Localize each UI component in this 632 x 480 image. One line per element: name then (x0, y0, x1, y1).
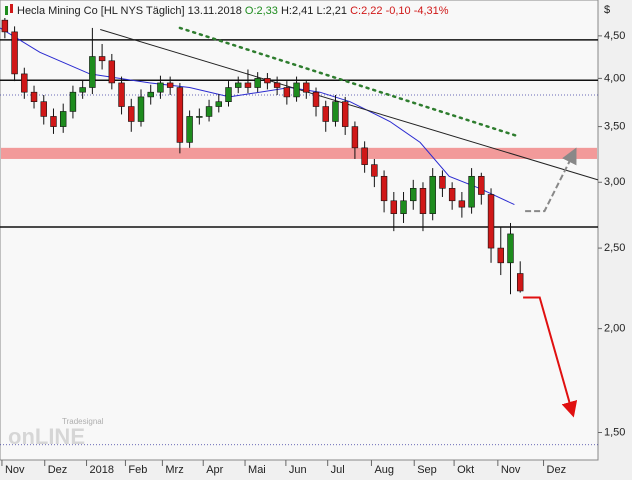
candle-body (79, 87, 86, 93)
candle-body (371, 164, 378, 177)
date: 13.11.2018 (188, 5, 242, 17)
y-tick-label: 4,50 (604, 30, 625, 42)
candle-body (137, 96, 145, 122)
candle-body (468, 175, 475, 208)
y-tick-label: 2,00 (604, 323, 625, 335)
y-tick-label: 3,50 (604, 121, 625, 133)
x-tick-label: Mrz (165, 464, 183, 476)
candle-body (303, 82, 310, 93)
candle-body (332, 101, 339, 122)
currency: $ (604, 4, 610, 16)
candle-body (40, 101, 47, 117)
candle-body (312, 91, 320, 107)
candle-body (244, 82, 252, 88)
candle-body (273, 82, 281, 88)
icon (5, 6, 8, 15)
x-tick-label: Mai (248, 464, 266, 476)
candle-body (89, 56, 96, 88)
x-tick-label: Nov (501, 464, 521, 476)
candle-body (196, 116, 203, 118)
candle-body (157, 82, 164, 93)
x-tick-label: Sep (417, 464, 437, 476)
candle-body (69, 91, 77, 112)
candle-body (419, 188, 427, 214)
candle-body (380, 175, 388, 202)
instrument: Hecla Mining Co [HL NYS Täglich] (17, 5, 185, 17)
candle-body (283, 87, 291, 98)
candle-body (176, 87, 184, 143)
x-tick-label: Jun (289, 464, 307, 476)
candle-body (487, 194, 495, 249)
x-tick-label: Feb (128, 464, 147, 476)
candle-body (50, 116, 57, 127)
candle-body (108, 60, 116, 84)
x-tick-label: Apr (206, 464, 223, 476)
watermark: Tradesignal onLINE (8, 417, 104, 449)
x-tick-label: Dez (547, 464, 567, 476)
y-tick-label: 1,50 (604, 426, 625, 438)
x-tick-label: Aug (374, 464, 394, 476)
high-low: H:2,41 L:2,21 (281, 5, 347, 17)
x-tick-label: Dez (48, 464, 68, 476)
plot-area (0, 0, 599, 461)
candle-body (59, 111, 67, 127)
resistance-zone (1, 147, 597, 159)
candle-body (410, 188, 417, 202)
candle-body (205, 106, 213, 117)
candle-body (400, 200, 407, 214)
candle-body (98, 56, 106, 62)
candle-body (166, 82, 174, 88)
candle-body (186, 116, 193, 143)
candle-body (264, 78, 271, 84)
candle-body (390, 200, 398, 214)
overlay-arrow (523, 296, 578, 418)
y-tick-label: 2,50 (604, 242, 625, 254)
overlay-arrow-dashed (525, 147, 577, 213)
candle-body (507, 233, 514, 264)
header: Hecla Mining Co [HL NYS Täglich] 13.11.2… (2, 3, 456, 18)
candle-body (30, 91, 38, 102)
candle-body (21, 73, 28, 93)
watermark-brand: Tradesignal (62, 417, 104, 426)
candle-body (516, 273, 524, 292)
x-tick-label: Okt (457, 464, 474, 476)
open-value: O:2,33 (245, 5, 278, 17)
candle-body (458, 200, 466, 208)
header-name: Hecla Mining Co [HL NYS Täglich] 13.11.2… (17, 5, 449, 17)
candle-body (293, 82, 300, 98)
candle-body (11, 31, 18, 75)
candle-body (254, 78, 261, 88)
candle-body (225, 87, 232, 102)
icon (10, 4, 13, 13)
header-bg (2, 3, 456, 18)
candle-body (1, 19, 9, 33)
candle-body (448, 188, 456, 202)
candle-body (128, 106, 135, 122)
candle-body (351, 126, 359, 149)
candle-body (322, 106, 329, 122)
x-tick-label: Nov (5, 464, 25, 476)
close-value: C:2,22 -0,10 -4,31% (350, 5, 449, 17)
x-tick-label: 2018 (90, 464, 114, 476)
candle-body (478, 175, 485, 195)
candle-body (235, 82, 242, 88)
x-tick-label: Jul (331, 464, 345, 476)
candle-body (118, 82, 125, 107)
candle-body (439, 175, 446, 189)
watermark-logo: onLINE (8, 424, 85, 449)
candle-body (361, 147, 368, 165)
candle-body (497, 247, 504, 264)
candle-body (429, 175, 436, 214)
y-tick-label: 3,00 (604, 176, 625, 188)
overlay-trend (100, 29, 599, 181)
candle-body (341, 101, 349, 127)
candle-body (147, 91, 154, 98)
y-tick-label: 4,00 (604, 72, 625, 84)
candle-body (215, 101, 222, 107)
overlay-dotted (178, 26, 519, 138)
